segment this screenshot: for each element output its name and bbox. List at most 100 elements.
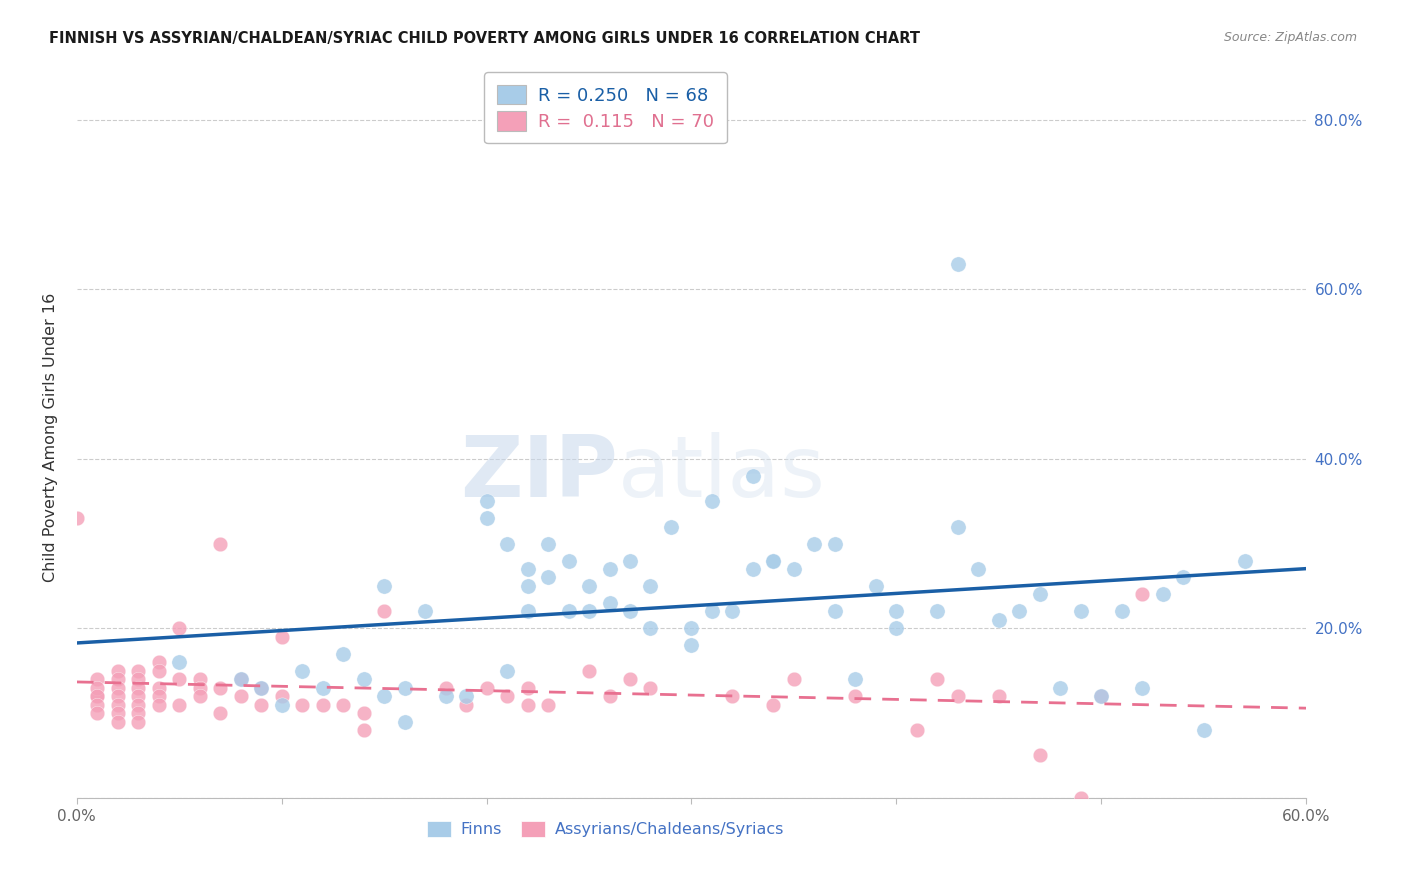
Point [169, 621, 191, 635]
Point [127, 698, 149, 712]
Point [1090, 689, 1112, 703]
Point [1171, 570, 1194, 584]
Point [209, 536, 232, 550]
Point [884, 604, 907, 618]
Point [537, 698, 560, 712]
Point [188, 672, 211, 686]
Point [1233, 553, 1256, 567]
Point [946, 257, 969, 271]
Point [456, 689, 478, 703]
Point [148, 655, 170, 669]
Point [824, 536, 846, 550]
Point [742, 562, 765, 576]
Point [86, 689, 108, 703]
Point [107, 664, 129, 678]
Point [127, 681, 149, 695]
Point [353, 672, 375, 686]
Point [659, 519, 682, 533]
Point [1070, 604, 1092, 618]
Point [66, 511, 89, 525]
Point [987, 613, 1010, 627]
Point [250, 681, 273, 695]
Point [946, 689, 969, 703]
Point [353, 706, 375, 720]
Point [127, 714, 149, 729]
Point [127, 664, 149, 678]
Point [783, 672, 806, 686]
Point [1070, 790, 1092, 805]
Point [291, 698, 314, 712]
Point [619, 604, 641, 618]
Point [250, 681, 273, 695]
Point [107, 706, 129, 720]
Point [599, 596, 621, 610]
Point [86, 689, 108, 703]
Point [148, 689, 170, 703]
Point [209, 681, 232, 695]
Point [127, 672, 149, 686]
Point [270, 689, 292, 703]
Legend: Finns, Assyrians/Chaldeans/Syriacs: Finns, Assyrians/Chaldeans/Syriacs [420, 814, 790, 844]
Point [681, 621, 703, 635]
Point [742, 468, 765, 483]
Point [516, 681, 538, 695]
Point [721, 604, 744, 618]
Point [1130, 681, 1153, 695]
Point [557, 553, 579, 567]
Point [987, 689, 1010, 703]
Point [619, 553, 641, 567]
Point [721, 689, 744, 703]
Point [619, 672, 641, 686]
Text: ZIP: ZIP [460, 432, 617, 516]
Point [1192, 723, 1215, 737]
Point [927, 604, 949, 618]
Point [516, 579, 538, 593]
Point [762, 553, 785, 567]
Text: FINNISH VS ASSYRIAN/CHALDEAN/SYRIAC CHILD POVERTY AMONG GIRLS UNDER 16 CORRELATI: FINNISH VS ASSYRIAN/CHALDEAN/SYRIAC CHIL… [49, 31, 920, 46]
Point [516, 562, 538, 576]
Point [496, 536, 519, 550]
Point [700, 604, 723, 618]
Point [783, 562, 806, 576]
Point [434, 689, 457, 703]
Point [169, 655, 191, 669]
Point [434, 681, 457, 695]
Point [496, 664, 519, 678]
Point [927, 672, 949, 686]
Point [188, 689, 211, 703]
Point [107, 689, 129, 703]
Point [107, 714, 129, 729]
Point [1130, 587, 1153, 601]
Point [475, 681, 498, 695]
Point [86, 698, 108, 712]
Point [86, 706, 108, 720]
Point [884, 621, 907, 635]
Point [229, 672, 252, 686]
Point [1090, 689, 1112, 703]
Y-axis label: Child Poverty Among Girls Under 16: Child Poverty Among Girls Under 16 [44, 293, 58, 582]
Point [373, 604, 395, 618]
Point [1111, 604, 1133, 618]
Point [148, 698, 170, 712]
Point [270, 698, 292, 712]
Point [599, 562, 621, 576]
Point [312, 681, 335, 695]
Point [394, 681, 416, 695]
Point [413, 604, 436, 618]
Point [1028, 748, 1050, 763]
Point [557, 604, 579, 618]
Point [127, 689, 149, 703]
Point [209, 706, 232, 720]
Point [475, 494, 498, 508]
Point [169, 698, 191, 712]
Point [86, 681, 108, 695]
Point [762, 553, 785, 567]
Point [640, 579, 662, 593]
Point [188, 681, 211, 695]
Point [373, 689, 395, 703]
Text: atlas: atlas [617, 432, 825, 516]
Point [373, 579, 395, 593]
Point [127, 706, 149, 720]
Point [865, 579, 887, 593]
Point [640, 681, 662, 695]
